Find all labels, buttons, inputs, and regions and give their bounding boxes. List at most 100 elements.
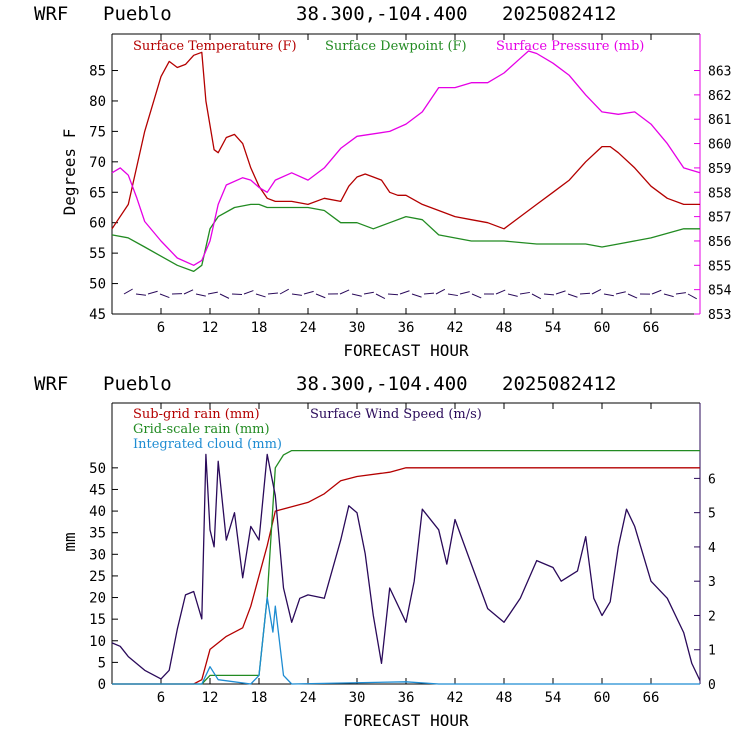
wind-barb <box>183 289 194 295</box>
y2-tick-label: 858 <box>708 186 731 201</box>
y-tick-label: 65 <box>89 185 106 201</box>
y-tick-label: 15 <box>89 612 106 628</box>
wind-barb <box>207 291 218 295</box>
wind-barb <box>555 290 566 295</box>
header-station-2: Pueblo <box>103 373 172 395</box>
x-tick-label: 24 <box>300 690 317 706</box>
wind-barb <box>687 293 697 300</box>
y-tick-label: 35 <box>89 526 106 542</box>
series-line-surface-pressure-mb <box>111 50 701 266</box>
legend-temperature: Surface Temperature (F) <box>133 39 297 54</box>
y2-tick-label: 861 <box>708 113 731 128</box>
header-run: 2025082412 <box>502 3 616 25</box>
y-tick-label: 40 <box>89 504 106 520</box>
legend-wind-speed: Surface Wind Speed (m/s) <box>310 407 482 422</box>
x-tick-label: 12 <box>202 320 219 336</box>
header-run-2: 2025082412 <box>502 373 616 395</box>
y-tick-label: 45 <box>89 482 106 498</box>
wind-barb <box>411 293 422 298</box>
y2-tick-label: 6 <box>708 472 716 487</box>
y-tick-label: 20 <box>89 591 106 607</box>
x-tick-label: 12 <box>202 690 219 706</box>
y-tick-label: 60 <box>89 216 106 232</box>
bottom-y-axis-label: mm <box>60 532 79 551</box>
wind-barb <box>219 293 230 299</box>
wind-barb <box>123 288 133 295</box>
wind-barb <box>255 293 266 298</box>
x-tick-label: 6 <box>157 320 165 336</box>
wind-barb <box>615 291 626 295</box>
wind-barb <box>519 291 530 295</box>
wind-barb <box>435 288 446 295</box>
legend-gridscale-rain: Grid-scale rain (mm) <box>133 422 270 437</box>
y-tick-label: 55 <box>89 246 106 262</box>
x-tick-label: 24 <box>300 320 317 336</box>
y-tick-label: 0 <box>98 677 106 693</box>
x-tick-label: 66 <box>643 690 660 706</box>
wind-barb <box>447 293 458 297</box>
wind-barb <box>591 289 602 295</box>
x-tick-label: 30 <box>349 320 366 336</box>
wind-barb <box>471 293 482 299</box>
wind-barb <box>303 290 314 295</box>
wind-barb <box>135 293 146 296</box>
y2-tick-label: 855 <box>708 259 731 274</box>
y2-tick-label: 853 <box>708 308 731 323</box>
header-coords: 38.300,-104.400 <box>296 3 468 25</box>
x-tick-label: 18 <box>251 320 268 336</box>
wind-barb <box>603 293 614 297</box>
wind-barb <box>267 292 278 295</box>
x-tick-label: 60 <box>594 690 611 706</box>
x-tick-label: 6 <box>157 690 165 706</box>
y2-tick-label: 0 <box>708 678 716 693</box>
wind-barb <box>579 292 591 295</box>
wind-barb <box>459 291 470 295</box>
y-tick-label: 30 <box>89 547 106 563</box>
series-line-surface-wind-speed-m-s <box>111 453 701 681</box>
wind-barb <box>243 290 254 295</box>
wind-barb <box>375 293 386 299</box>
legend-integrated-cloud: Integrated cloud (mm) <box>133 437 282 452</box>
y-tick-label: 5 <box>98 655 106 671</box>
top-legend: Surface Temperature (F) Surface Dewpoint… <box>133 39 644 54</box>
series-line-surface-dewpoint-f <box>111 203 700 273</box>
x-tick-label: 36 <box>398 690 415 706</box>
series-line-sub-grid-rain-mm <box>112 467 700 685</box>
header-station: Pueblo <box>103 3 172 25</box>
y-tick-label: 50 <box>89 277 106 293</box>
wind-barb <box>531 293 542 300</box>
x-tick-label: 54 <box>545 320 562 336</box>
series-line-surface-temperature-f <box>111 51 700 230</box>
wind-barb <box>495 289 506 295</box>
legend-pressure: Surface Pressure (mb) <box>496 39 644 54</box>
legend-subgrid-rain: Sub-grid rain (mm) <box>133 407 260 422</box>
legend-dewpoint: Surface Dewpoint (F) <box>325 39 467 54</box>
wind-barb <box>291 293 302 296</box>
wind-barb <box>627 293 638 299</box>
x-tick-label: 66 <box>643 320 660 336</box>
wind-barb <box>339 289 350 295</box>
header-model: WRF <box>34 3 68 25</box>
header-model-2: WRF <box>34 373 68 395</box>
x-tick-label: 42 <box>447 320 464 336</box>
wind-barb <box>543 293 555 296</box>
y2-tick-label: 857 <box>708 211 731 226</box>
wind-barb <box>315 293 326 299</box>
y2-tick-label: 5 <box>708 507 716 522</box>
wind-barb <box>663 293 674 298</box>
top-y-axis-label: Degrees F <box>60 129 79 216</box>
y2-tick-label: 3 <box>708 575 716 590</box>
wind-barb <box>231 293 243 296</box>
y2-tick-label: 854 <box>708 284 732 299</box>
wind-barb <box>363 291 374 295</box>
wind-barb <box>279 288 289 295</box>
wind-barb <box>399 290 410 295</box>
wind-barb <box>159 293 170 299</box>
wind-barb <box>675 292 686 295</box>
wind-barb <box>507 293 518 297</box>
precipitation-chart: 6 12 18 24 30 36 42 48 54 60 660510152025303540455… <box>89 402 716 706</box>
y2-tick-label: 862 <box>708 89 731 104</box>
wind-barb <box>387 293 399 296</box>
series-line-integrated-cloud-mm <box>112 596 700 685</box>
y2-tick-label: 863 <box>708 65 731 80</box>
